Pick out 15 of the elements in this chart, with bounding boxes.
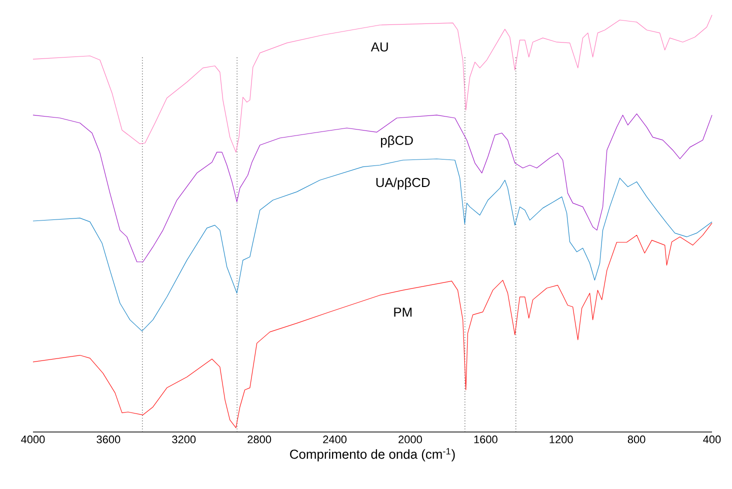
series-label: PM [394,308,412,317]
series-label: UA/pβCD [376,178,430,190]
x-axis-title: Comprimento de onda (cm$^{-1}$) [290,448,455,462]
x-tick-label: 3200 [172,436,196,444]
x-tick-label: 2400 [323,436,347,444]
x-tick-label: 800 [628,436,646,444]
x-tick-label: 3600 [96,436,120,444]
x-tick-label: 1200 [550,436,573,444]
x-tick-label: 2000 [398,436,422,444]
x-tick-label: 400 [703,436,721,444]
x-tick-label: 4000 [21,436,45,444]
x-tick-label: 2800 [248,436,272,444]
series-label: pβCD [380,135,413,148]
series-label: AU [370,42,388,52]
x-tick-label: 1600 [474,436,498,444]
